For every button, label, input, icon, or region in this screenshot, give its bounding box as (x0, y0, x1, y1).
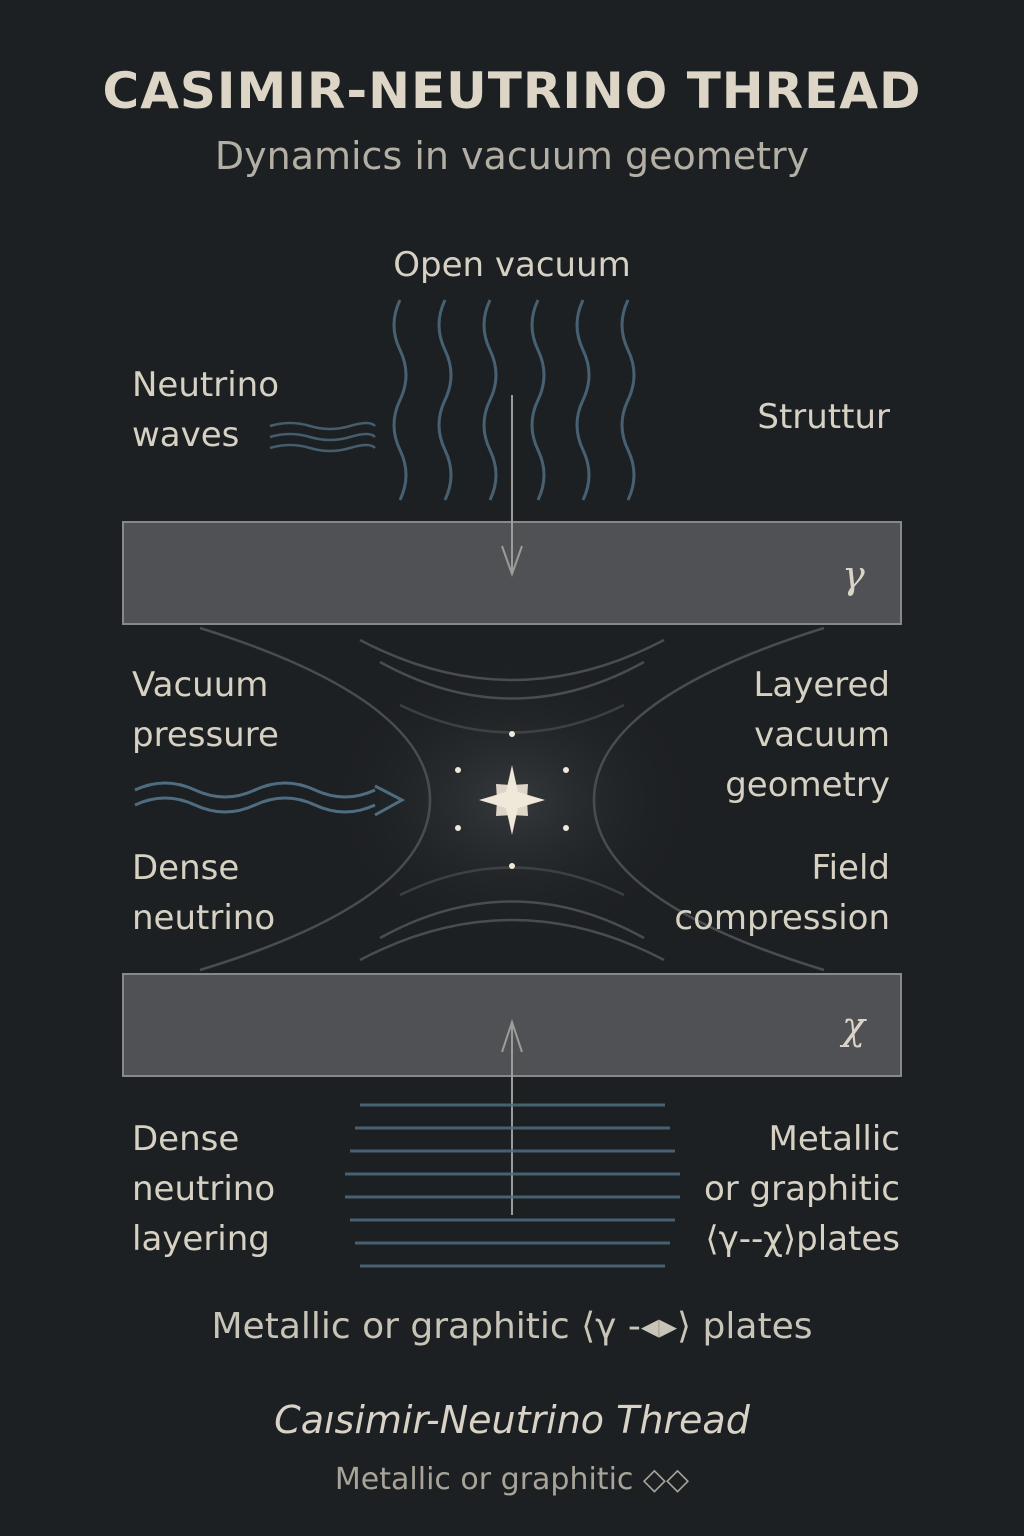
vacuum-pressure-arrow (134, 781, 406, 817)
label-layered-vacuum-geometry: Layered vacuum geometry (725, 665, 890, 805)
bottom-plate-symbol: χ (842, 1004, 866, 1048)
label-struttur: Struttur (757, 397, 890, 437)
down-arrow (501, 395, 523, 577)
caption-metallic-plates: Metallic or graphitic ⟨γ -◂▸⟩ plates (211, 1306, 813, 1347)
caption-metallic-graphitic: Metallic or graphitic ◇◇ (334, 1462, 690, 1497)
page-title: CASIMIR-NEUTRINO THREAD (102, 62, 922, 120)
label-neutrino-waves: Neutrino waves (132, 365, 280, 455)
label-field-compression: Field compression (674, 848, 890, 938)
label-vacuum-pressure: Vacuum pressure (132, 665, 279, 755)
label-open-vacuum: Open vacuum (393, 245, 631, 285)
up-arrow (501, 1018, 523, 1215)
neutrino-layering-lines (345, 1103, 680, 1268)
top-plate-symbol: γ (842, 553, 865, 597)
label-dense-neutrino: Dense neutrino (132, 848, 276, 938)
central-star-icon (455, 731, 569, 869)
caption-thread-name: Caısimir-Neutrino Thread (274, 1398, 750, 1442)
page-subtitle: Dynamics in vacuum geometry (214, 134, 810, 178)
neutrino-waves-lines (269, 421, 376, 453)
open-vacuum-waves (392, 299, 636, 501)
label-metallic-plates: Metallic or graphitic ⟨γ--χ⟩plates (703, 1119, 900, 1259)
label-dense-neutrino-layering: Dense neutrino layering (132, 1119, 276, 1259)
